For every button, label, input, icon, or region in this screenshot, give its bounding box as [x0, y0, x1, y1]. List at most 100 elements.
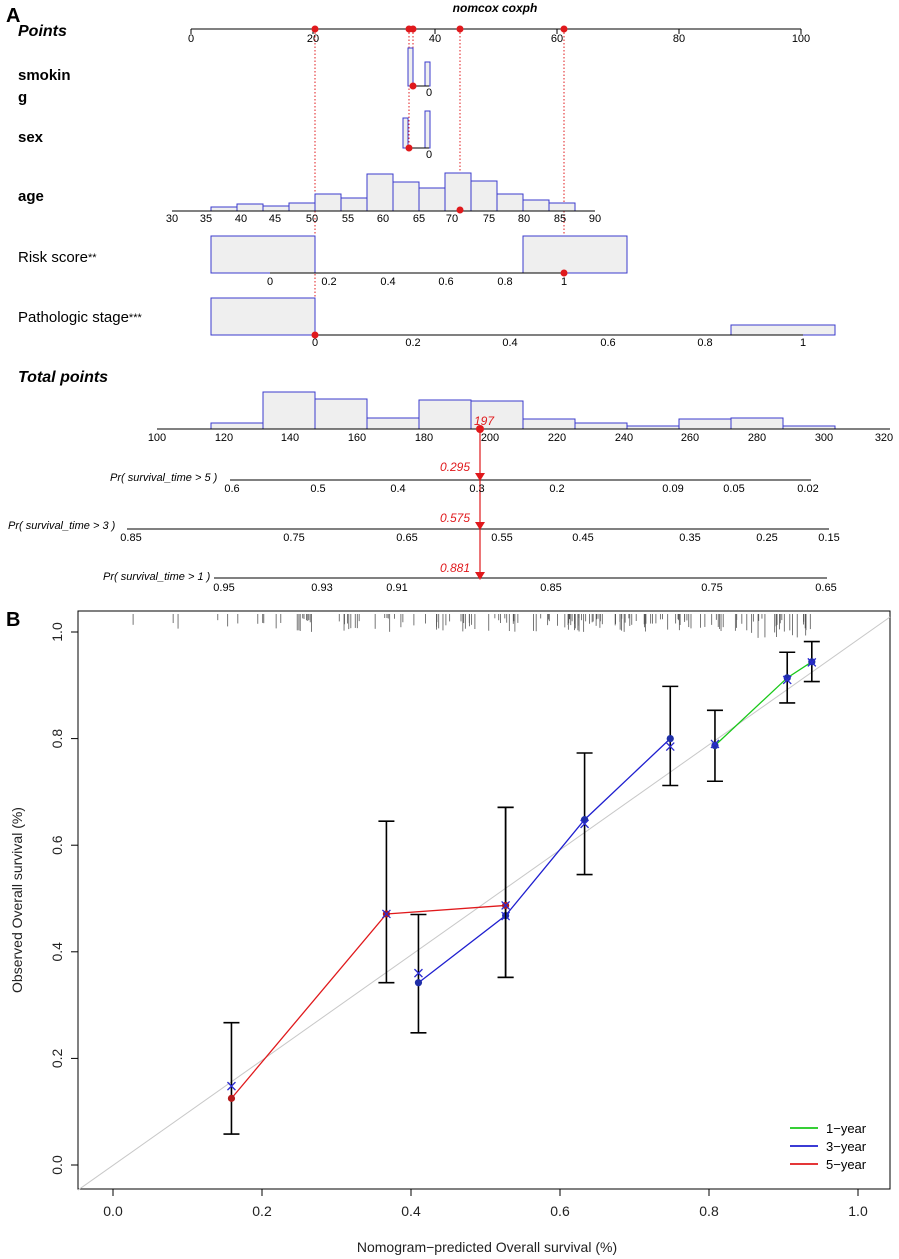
svg-text:0.6: 0.6 — [438, 276, 453, 288]
svg-text:0.65: 0.65 — [396, 532, 417, 544]
pathologic-stage-ticks: 0 0.2 0.4 0.6 0.8 1 — [312, 337, 806, 349]
observed-point — [711, 741, 719, 750]
svg-text:0.6: 0.6 — [224, 483, 239, 495]
observed-point — [414, 979, 423, 987]
svg-text:180: 180 — [415, 432, 433, 444]
svg-text:0.65: 0.65 — [815, 582, 836, 594]
predicted-cross — [807, 657, 817, 667]
total-points-value: 197 — [474, 414, 495, 428]
predicted-cross — [413, 968, 423, 978]
series-line-5year — [230, 904, 506, 1099]
prob-1yr-label: Pr( survival_time > 1 ) — [103, 571, 211, 583]
svg-text:0.91: 0.91 — [386, 582, 407, 594]
prob-3yr-arrow — [475, 522, 485, 530]
y-tick-label: 0.4 — [49, 942, 65, 962]
y-tick-label: 0.6 — [49, 835, 65, 855]
svg-text:65: 65 — [413, 213, 425, 225]
predicted-cross — [665, 742, 675, 752]
prob-3yr-label: Pr( survival_time > 3 ) — [8, 520, 116, 532]
svg-text:35: 35 — [200, 213, 212, 225]
age-hist — [210, 172, 576, 212]
svg-text:0.75: 0.75 — [283, 532, 304, 544]
predicted-cross — [501, 900, 511, 910]
svg-text:0.25: 0.25 — [756, 532, 777, 544]
prob-1yr-arrow — [475, 572, 485, 580]
svg-text:0.02: 0.02 — [797, 483, 818, 495]
svg-text:240: 240 — [615, 432, 633, 444]
svg-text:55: 55 — [342, 213, 354, 225]
y-tick-label: 0.8 — [49, 729, 65, 749]
svg-text:0.6: 0.6 — [600, 337, 615, 349]
svg-text:0.15: 0.15 — [818, 532, 839, 544]
smoking-label: smokin — [18, 67, 71, 84]
prob-3yr-ticks: 0.85 0.75 0.65 0.55 0.45 0.35 0.25 0.15 — [120, 532, 839, 544]
svg-text:200: 200 — [481, 432, 499, 444]
svg-text:0: 0 — [312, 337, 318, 349]
plot-frame — [77, 610, 891, 1190]
svg-text:0.2: 0.2 — [405, 337, 420, 349]
total-points-label: Total points — [18, 369, 108, 386]
points-label: Points — [18, 23, 67, 40]
points-marker — [311, 25, 319, 33]
svg-text:0.35: 0.35 — [679, 532, 700, 544]
sex-hist: 0 — [402, 110, 432, 161]
svg-text:0.75: 0.75 — [701, 582, 722, 594]
guide-lines — [314, 29, 565, 335]
y-axis-label: Observed Overall survival (%) — [9, 807, 25, 993]
svg-text:0.4: 0.4 — [390, 483, 405, 495]
nomogram-title: nomcox coxph — [453, 1, 538, 15]
svg-text:0.85: 0.85 — [540, 582, 561, 594]
prob-5yr-label: Pr( survival_time > 5 ) — [110, 472, 218, 484]
points-marker — [409, 25, 417, 33]
points-marker — [560, 25, 568, 33]
legend-label: 3−year — [826, 1139, 867, 1154]
svg-text:0.09: 0.09 — [662, 483, 683, 495]
x-tick-label: 0.4 — [401, 1203, 421, 1219]
prob-1yr-ticks: 0.95 0.93 0.91 0.85 0.75 0.65 — [213, 582, 836, 594]
svg-text:70: 70 — [446, 213, 458, 225]
ideal-line — [77, 616, 891, 1191]
svg-text:0.3: 0.3 — [469, 483, 484, 495]
svg-text:0.5: 0.5 — [310, 483, 325, 495]
svg-text:50: 50 — [306, 213, 318, 225]
smoking-label-cont: g — [18, 89, 27, 106]
smoking-tick: 0 — [426, 87, 432, 99]
nomogram-panel: A nomcox coxph Points 0 20 40 60 80 100 — [6, 1, 893, 594]
risk-score-marker — [560, 269, 568, 277]
points-tick: 100 — [792, 33, 810, 45]
svg-text:0.85: 0.85 — [120, 532, 141, 544]
svg-text:1: 1 — [561, 276, 567, 288]
predicted-cross — [580, 819, 590, 829]
rug-ticks — [132, 614, 811, 638]
svg-text:0.93: 0.93 — [311, 582, 332, 594]
age-ticks: 30 35 40 45 50 55 60 65 70 75 80 85 90 — [166, 213, 601, 225]
points-markers — [311, 25, 568, 33]
points-axis-ticks: 0 20 40 60 80 100 — [188, 29, 810, 45]
sex-label: sex — [18, 129, 44, 146]
points-marker — [456, 25, 464, 33]
y-tick-label: 0.2 — [49, 1048, 65, 1068]
observed-point — [227, 1094, 236, 1102]
legend-label: 1−year — [826, 1121, 867, 1136]
calibration-plot: 0.0 0.0 0.2 0.2 0.4 0.4 0.6 0.6 0.8 0.8 1.0 1.0 Nomo… — [9, 616, 891, 1255]
risk-score-hist — [210, 235, 628, 274]
svg-text:160: 160 — [348, 432, 366, 444]
y-tick-label: 1.0 — [49, 622, 65, 642]
svg-text:0.45: 0.45 — [572, 532, 593, 544]
svg-text:280: 280 — [748, 432, 766, 444]
total-points-ticks: 100 120 140 160 180 200 220 240 260 280 … — [148, 432, 893, 444]
observed-point — [783, 674, 791, 682]
svg-text:0.4: 0.4 — [502, 337, 517, 349]
smoking-hist: 0 — [407, 47, 432, 99]
svg-text:300: 300 — [815, 432, 833, 444]
legend-label: 5−year — [826, 1157, 867, 1172]
x-tick-label: 0.2 — [252, 1203, 272, 1219]
pathologic-stage-label: Pathologic stage*** — [18, 309, 142, 326]
x-tick-label: 1.0 — [848, 1203, 868, 1219]
points-tick: 80 — [673, 33, 685, 45]
prob-5yr-ticks: 0.6 0.5 0.4 0.3 0.2 0.09 0.05 0.02 — [224, 483, 818, 495]
x-tick-label: 0.6 — [550, 1203, 570, 1219]
svg-text:90: 90 — [589, 213, 601, 225]
prob-5yr-arrow — [475, 473, 485, 481]
svg-text:45: 45 — [269, 213, 281, 225]
